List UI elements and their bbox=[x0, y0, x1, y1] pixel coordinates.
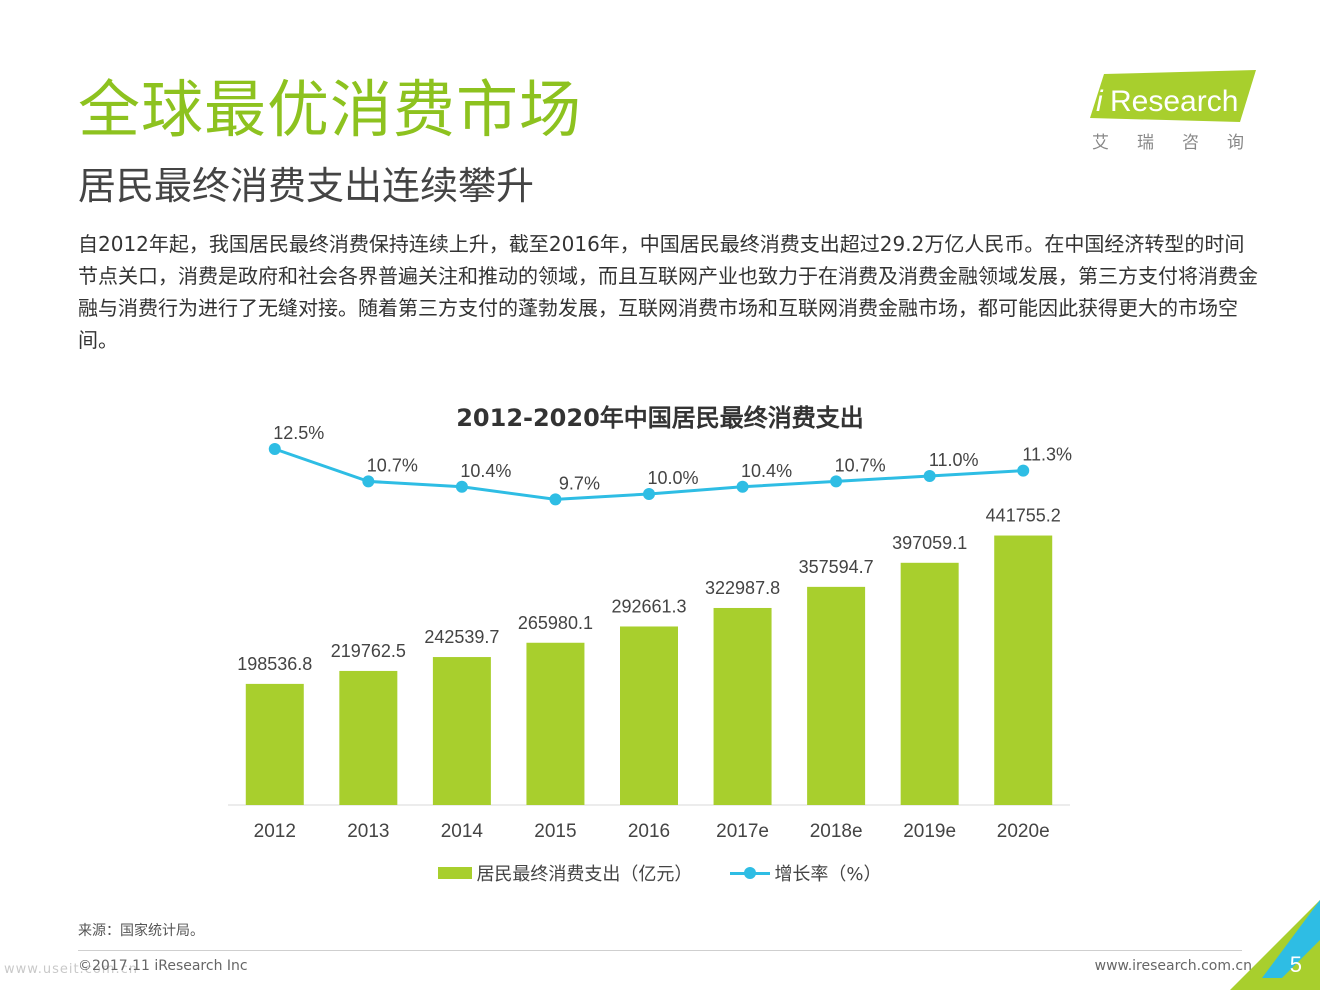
growth-point-2016 bbox=[643, 488, 655, 500]
page-number: 5 bbox=[1289, 952, 1302, 977]
growth-label-2018e: 10.7% bbox=[835, 455, 886, 475]
source-note: 来源：国家统计局。 bbox=[78, 923, 204, 939]
legend-item-bar: 居民最终消费支出（亿元） bbox=[438, 860, 692, 886]
bar-value-label-2017e: 322987.8 bbox=[705, 578, 780, 598]
growth-point-2013 bbox=[362, 475, 375, 488]
bar-value-label-2014: 242539.7 bbox=[424, 627, 499, 647]
bar-2015 bbox=[526, 642, 585, 805]
bar-value-label-2012: 198536.8 bbox=[237, 654, 312, 674]
growth-label-2020e: 11.3% bbox=[1022, 445, 1072, 465]
corner-decoration bbox=[1230, 900, 1320, 990]
growth-label-2017e: 10.4% bbox=[741, 461, 792, 481]
bar-value-label-2018e: 357594.7 bbox=[799, 557, 874, 577]
bar-2016 bbox=[620, 626, 678, 805]
x-tick-label-2016: 2016 bbox=[628, 821, 670, 842]
growth-label-2013: 10.7% bbox=[367, 455, 418, 475]
legend-line-label: 增长率（%） bbox=[774, 864, 882, 885]
x-tick-label-2018e: 2018e bbox=[810, 821, 863, 842]
x-tick-label-2019e: 2019e bbox=[903, 821, 956, 842]
legend-line-swatch bbox=[730, 867, 771, 879]
bar-2017e bbox=[713, 607, 772, 805]
bar-value-label-2019e: 397059.1 bbox=[892, 533, 967, 553]
bar-2014 bbox=[432, 657, 491, 805]
bar-2012 bbox=[245, 683, 304, 805]
legend-bar-label: 居民最终消费支出（亿元） bbox=[476, 864, 693, 885]
bar-value-label-2020e: 441755.2 bbox=[986, 506, 1061, 526]
logo-research: Research bbox=[1110, 85, 1238, 118]
footer-divider bbox=[78, 950, 1242, 951]
x-tick-label-2014: 2014 bbox=[441, 821, 484, 842]
growth-point-2018e bbox=[830, 475, 843, 488]
x-tick-label-2020e: 2020e bbox=[997, 821, 1050, 842]
logo-i: i bbox=[1096, 85, 1104, 118]
page-title: 全球最优消费市场 bbox=[78, 73, 583, 146]
bar-2019e bbox=[900, 562, 959, 805]
chart-legend: 居民最终消费支出（亿元） 增长率（%） bbox=[0, 860, 1320, 886]
chart-title: 2012-2020年中国居民最终消费支出 bbox=[456, 404, 864, 432]
growth-point-2015 bbox=[549, 493, 562, 506]
bar-value-label-2016: 292661.3 bbox=[611, 596, 686, 616]
bar-2018e bbox=[807, 586, 866, 805]
x-tick-label-2017e: 2017e bbox=[716, 821, 769, 842]
legend-bar-swatch bbox=[438, 867, 473, 879]
page-subtitle: 居民最终消费支出连续攀升 bbox=[78, 164, 535, 208]
bar-2020e bbox=[994, 535, 1053, 805]
growth-label-2019e: 11.0% bbox=[929, 450, 979, 470]
intro-paragraph: 自2012年起，我国居民最终消费保持连续上升，截至2016年，中国居民最终消费支… bbox=[78, 232, 1258, 352]
growth-label-2015: 9.7% bbox=[559, 473, 600, 493]
growth-point-2017e bbox=[736, 480, 749, 493]
growth-point-2020e bbox=[1017, 464, 1030, 477]
watermark: www.useit.com.cn bbox=[4, 962, 138, 977]
bar-value-label-2015: 265980.1 bbox=[518, 613, 593, 633]
copyright: ©2017.11 iResearch Inc bbox=[78, 958, 248, 974]
website-link[interactable]: www.iresearch.com.cn bbox=[1094, 958, 1252, 974]
legend-item-line: 增长率（%） bbox=[730, 860, 882, 886]
growth-point-2014 bbox=[455, 480, 468, 493]
logo-chinese-name: 艾瑞咨询 bbox=[1092, 133, 1272, 153]
bar-2013 bbox=[339, 670, 398, 805]
x-tick-label-2013: 2013 bbox=[347, 821, 389, 842]
x-tick-label-2015: 2015 bbox=[534, 821, 576, 842]
growth-point-2012 bbox=[268, 443, 281, 455]
iresearch-logo: i Research bbox=[1090, 70, 1256, 122]
growth-label-2014: 10.4% bbox=[460, 461, 511, 481]
growth-label-2016: 10.0% bbox=[647, 468, 698, 488]
x-tick-label-2012: 2012 bbox=[254, 821, 296, 842]
growth-label-2012: 12.5% bbox=[273, 423, 324, 443]
bar-value-label-2013: 219762.5 bbox=[331, 641, 406, 661]
growth-point-2019e bbox=[923, 470, 936, 482]
